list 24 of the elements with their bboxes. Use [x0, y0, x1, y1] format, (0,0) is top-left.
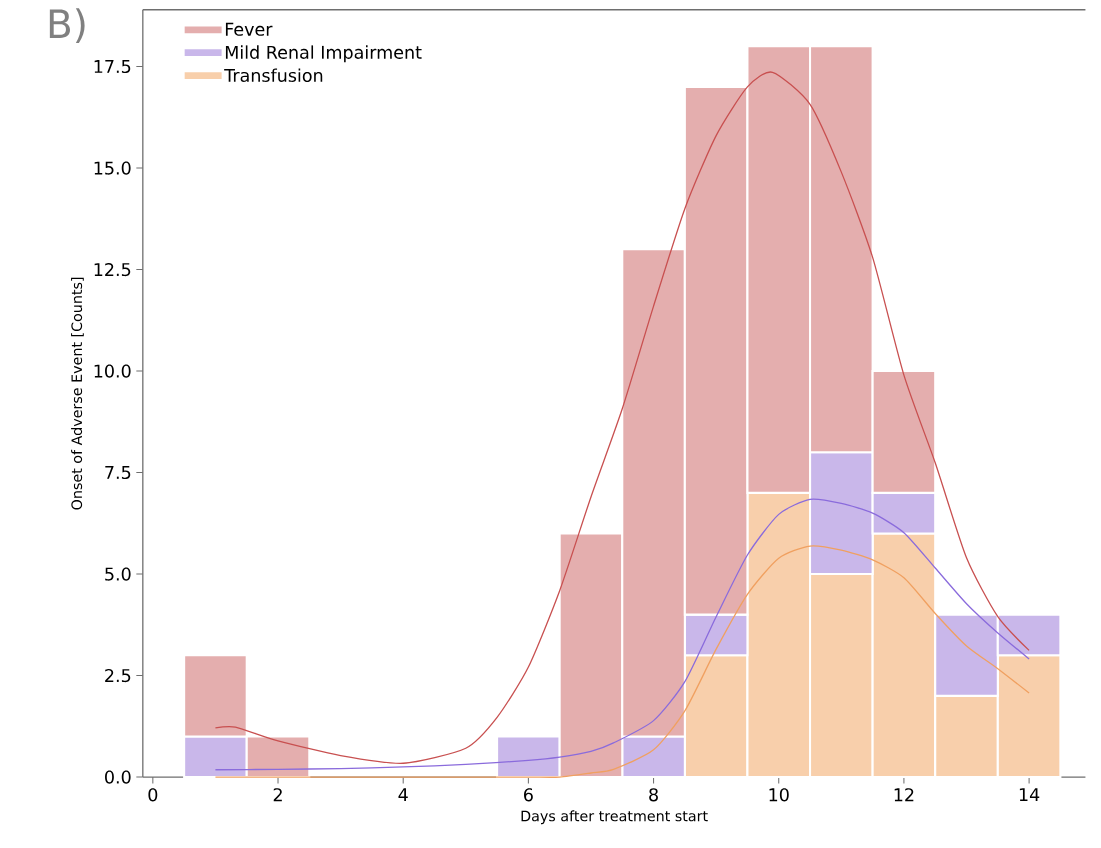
y-axis-title: Onset of Adverse Event [Counts] [71, 277, 84, 510]
x-tick-label: 8 [649, 788, 658, 802]
x-tick-label: 0 [148, 788, 158, 802]
x-axis-title: Days after treatment start [521, 810, 708, 825]
legend-label: Transfusion [224, 68, 323, 82]
legend-label: Mild Renal Impairment [225, 45, 422, 63]
x-tick-label: 10 [769, 788, 789, 802]
y-tick-label: 12.5 [94, 262, 131, 277]
x-tick-label: 14 [1019, 788, 1040, 801]
y-tick-label: 2.5 [105, 668, 131, 683]
x-tick-label: 4 [398, 788, 408, 801]
line-series [214, 498, 1030, 771]
x-tick-label: 6 [524, 788, 533, 802]
line-series [214, 545, 1030, 778]
text: B) [49, 8, 85, 43]
y-tick-label: 17.5 [94, 59, 131, 74]
y-tick-label: 5.0 [105, 567, 131, 581]
x-tick-label: 12 [894, 788, 914, 802]
y-tick-label: 7.5 [105, 465, 131, 480]
y-tick-label: 0.0 [105, 770, 131, 784]
x-tick-label: 2 [273, 788, 282, 802]
y-tick-label: 15.0 [94, 161, 131, 175]
legend-label: Fever [225, 22, 273, 36]
y-tick-label: 10.0 [94, 364, 131, 378]
